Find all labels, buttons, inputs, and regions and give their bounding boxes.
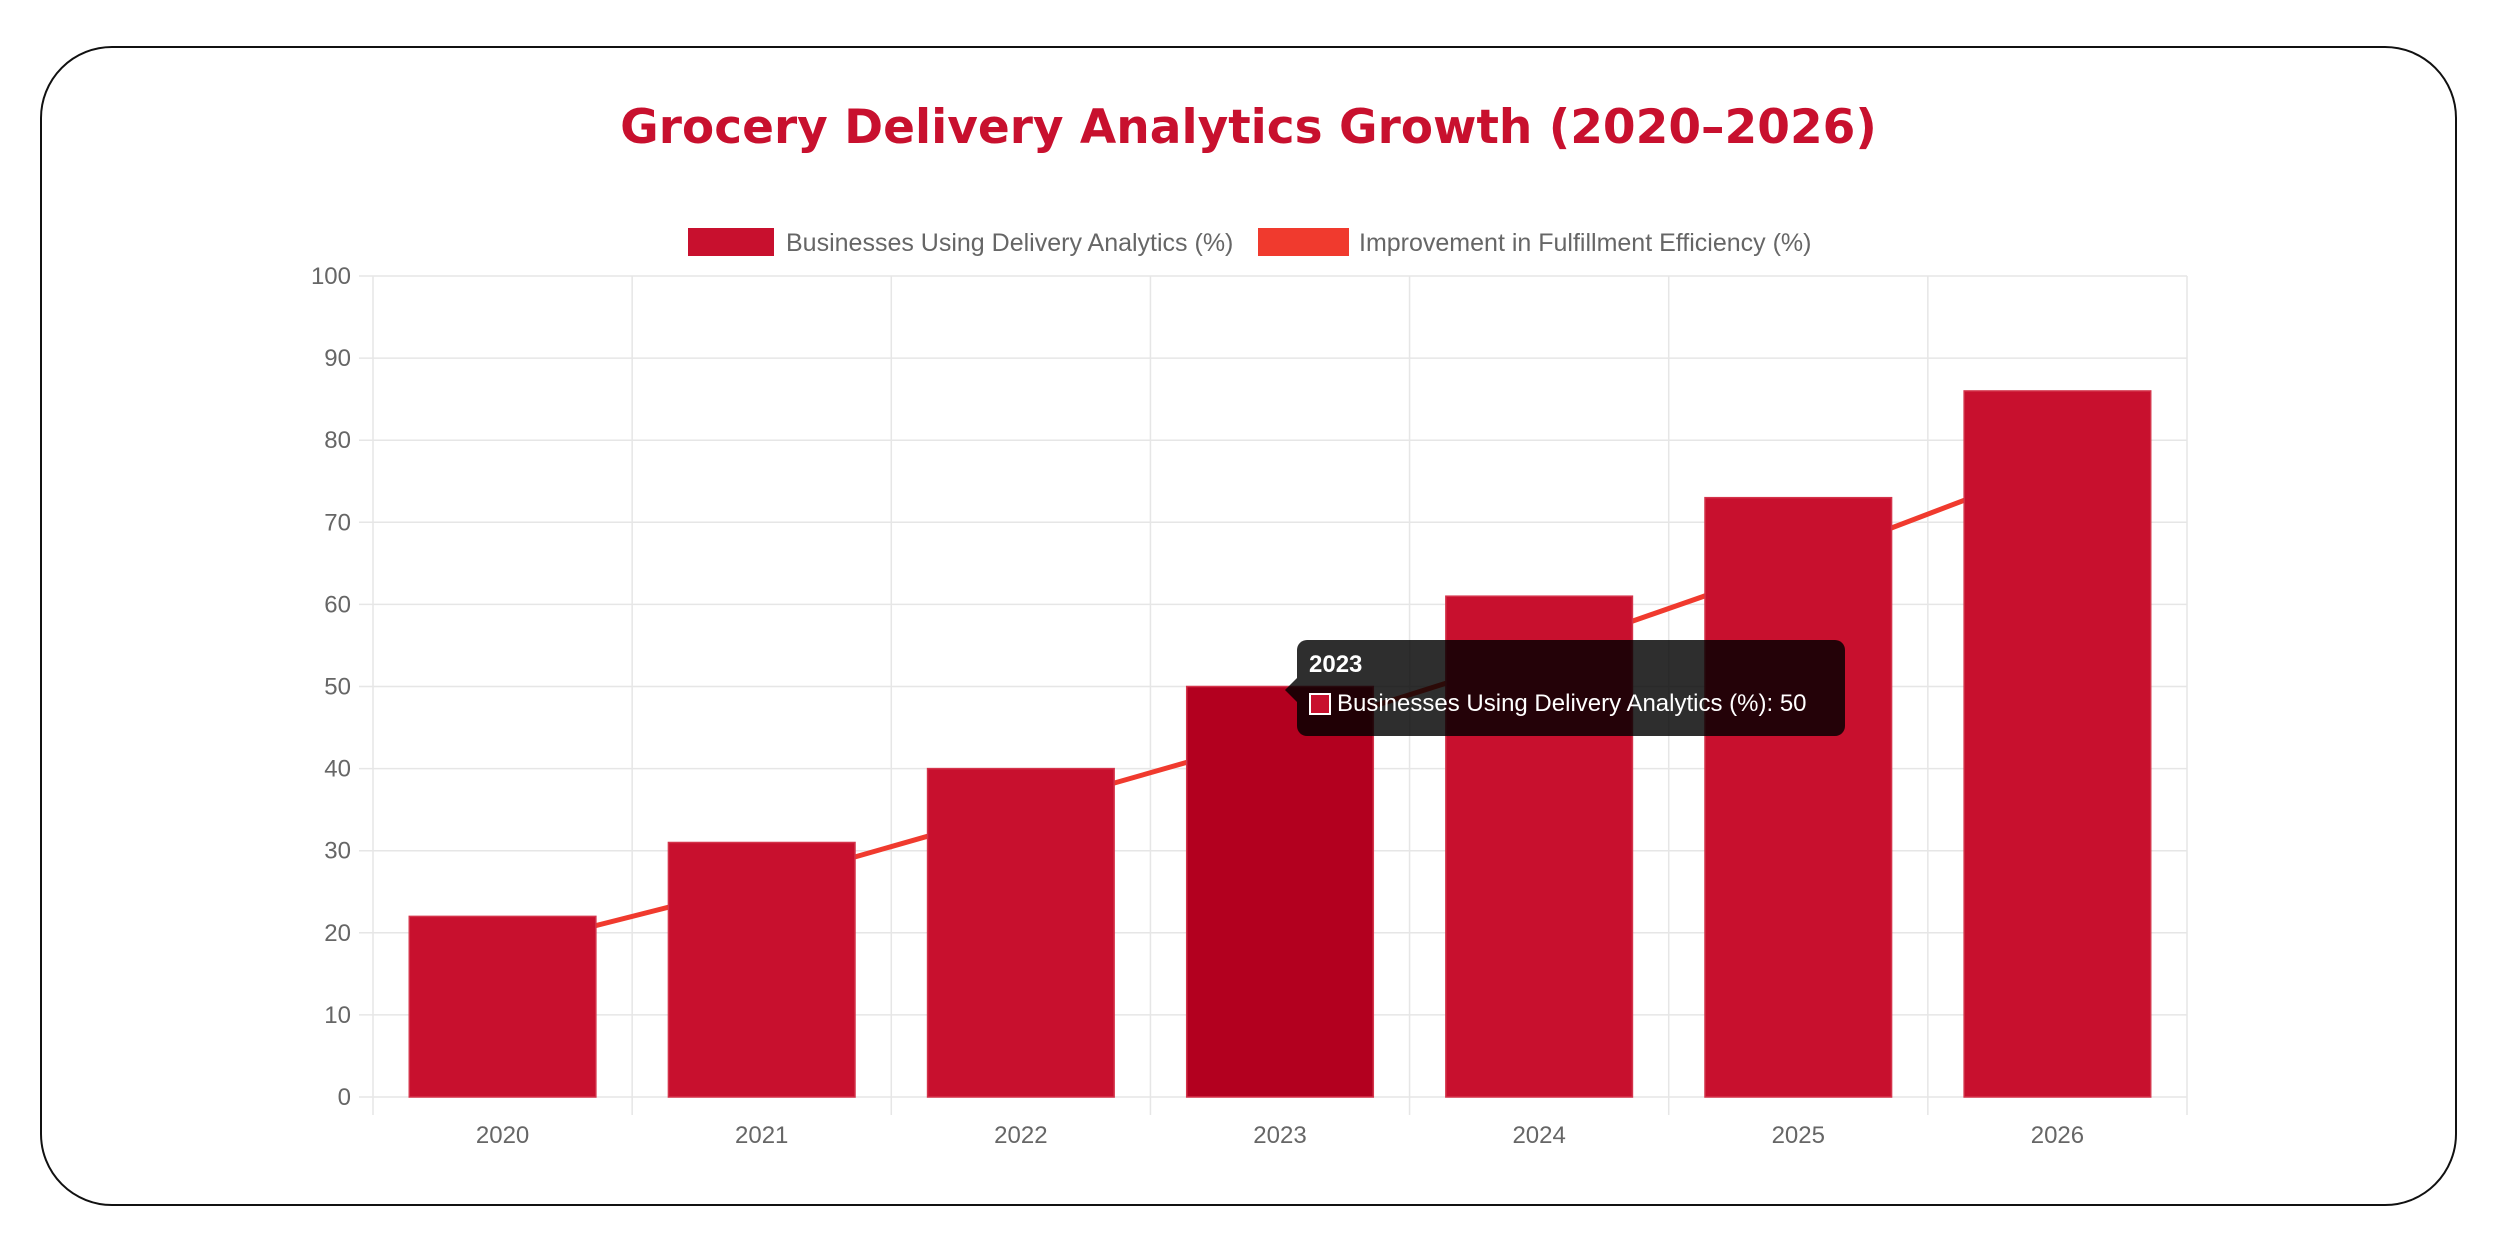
bar-2025[interactable] bbox=[1704, 496, 1893, 1098]
y-tick-label: 50 bbox=[324, 674, 351, 701]
x-tick-label: 2025 bbox=[1772, 1122, 1825, 1149]
x-tick-label: 2023 bbox=[1253, 1122, 1306, 1149]
bar-2023[interactable] bbox=[1185, 685, 1375, 1098]
y-tick-label: 10 bbox=[324, 1002, 351, 1029]
bar-2022[interactable] bbox=[926, 767, 1115, 1098]
legend-label-efficiency[interactable]: Improvement in Fulfillment Efficiency (%… bbox=[1359, 229, 1811, 257]
tooltip-title: 2023 bbox=[1309, 651, 1363, 678]
y-tick-label: 70 bbox=[324, 509, 351, 536]
y-tick-label: 90 bbox=[324, 345, 351, 372]
y-tick-label: 30 bbox=[324, 838, 351, 865]
bars bbox=[408, 390, 2152, 1098]
chart-title: Grocery Delivery Analytics Growth (2020–… bbox=[620, 100, 1877, 155]
x-tick-label: 2020 bbox=[476, 1122, 529, 1149]
x-tick-label: 2026 bbox=[2031, 1122, 2084, 1149]
bar-2021[interactable] bbox=[667, 841, 856, 1098]
y-tick-label: 40 bbox=[324, 756, 351, 783]
y-tick-label: 100 bbox=[311, 263, 351, 290]
tooltip-swatch bbox=[1309, 693, 1331, 715]
tooltip-label: Businesses Using Delivery Analytics (%):… bbox=[1337, 690, 1807, 717]
x-tick-label: 2024 bbox=[1512, 1122, 1565, 1149]
y-tick-label: 80 bbox=[324, 427, 351, 454]
y-tick-label: 0 bbox=[338, 1084, 351, 1111]
bar-2020[interactable] bbox=[408, 915, 597, 1098]
legend-label-analytics[interactable]: Businesses Using Delivery Analytics (%) bbox=[786, 229, 1233, 257]
legend: Businesses Using Delivery Analytics (%) … bbox=[688, 228, 1811, 257]
tooltip-arrow bbox=[1285, 678, 1297, 702]
y-tick-label: 60 bbox=[324, 591, 351, 618]
tooltip-row: Businesses Using Delivery Analytics (%):… bbox=[1309, 688, 1833, 720]
tooltip: 2023 Businesses Using Delivery Analytics… bbox=[1297, 640, 1845, 736]
x-tick-label: 2022 bbox=[994, 1122, 1047, 1149]
legend-swatch-efficiency[interactable] bbox=[1258, 228, 1349, 256]
x-tick-label: 2021 bbox=[735, 1122, 788, 1149]
bar-2026[interactable] bbox=[1963, 390, 2152, 1098]
legend-swatch-analytics[interactable] bbox=[688, 228, 774, 256]
y-tick-label: 20 bbox=[324, 920, 351, 947]
